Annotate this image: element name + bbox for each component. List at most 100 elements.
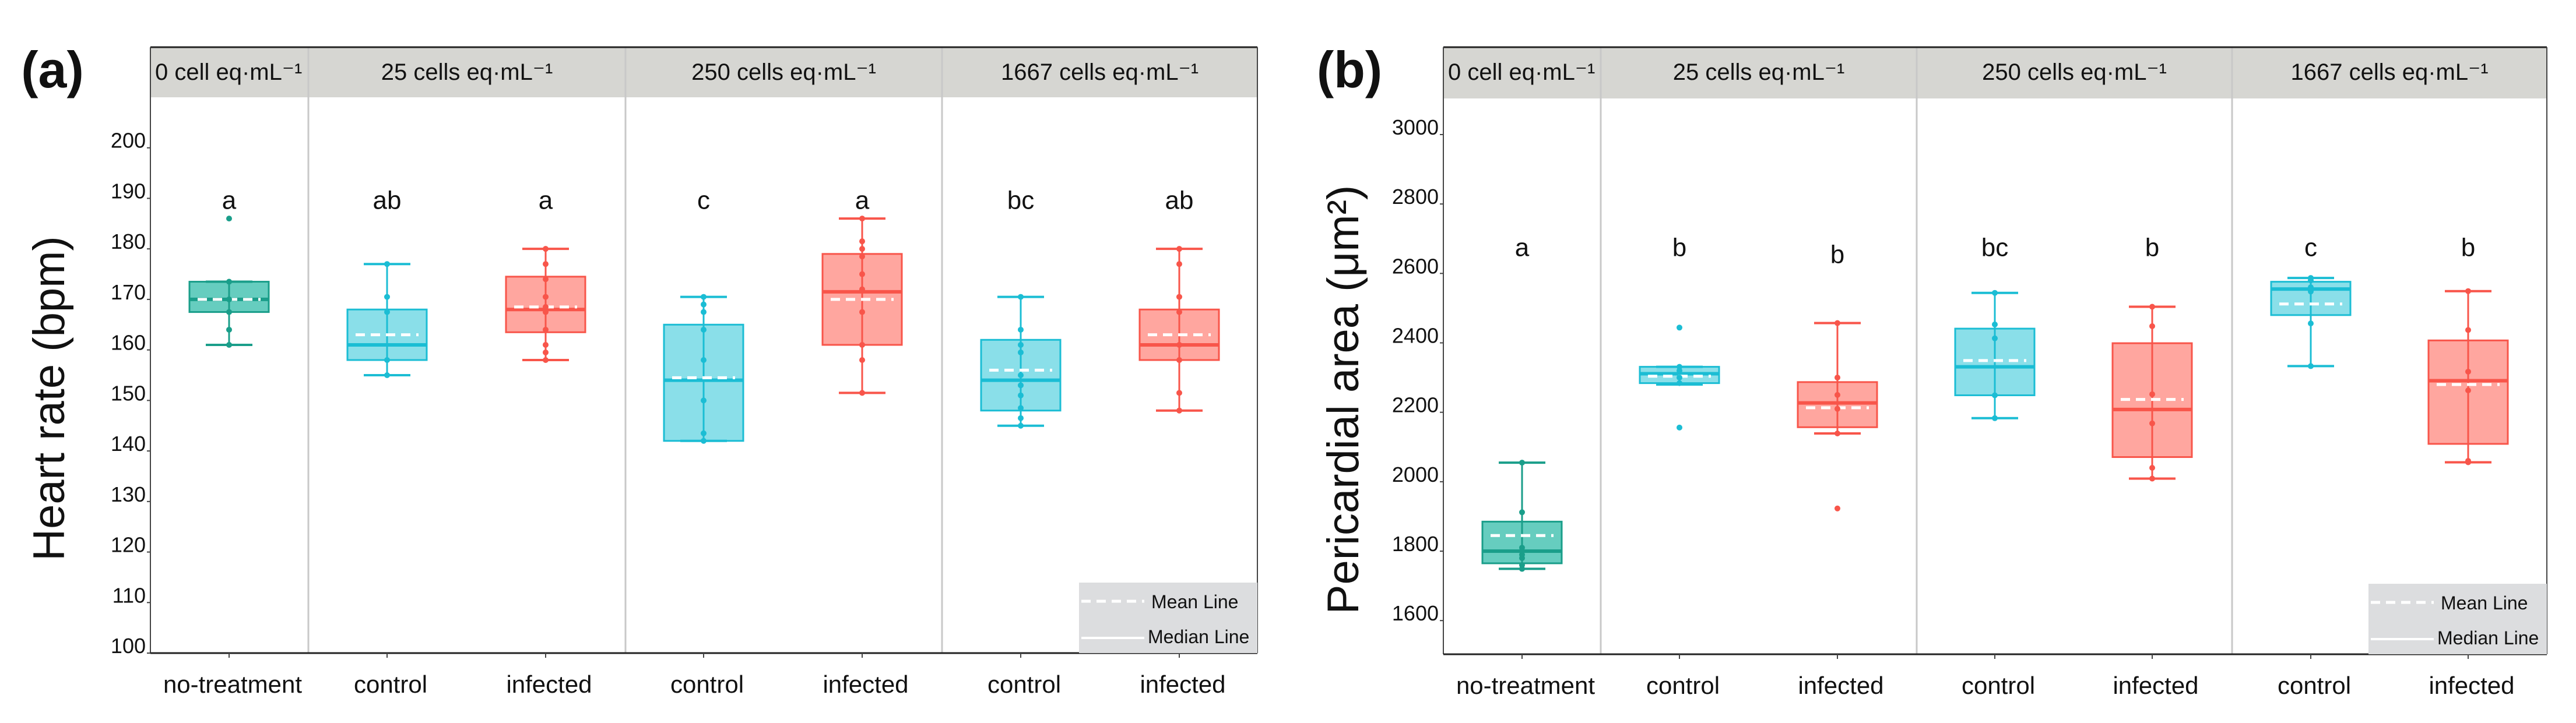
y-tick-label: 200 xyxy=(111,129,146,153)
data-point xyxy=(1677,380,1682,386)
data-point xyxy=(543,294,549,300)
data-point xyxy=(2308,277,2314,284)
significance-letter: a xyxy=(855,186,870,214)
data-point xyxy=(2465,327,2471,333)
data-point xyxy=(2308,288,2314,295)
x-tick-label: infected xyxy=(506,671,592,698)
data-point xyxy=(859,309,865,315)
data-point xyxy=(859,216,865,222)
box-infected-2: b infected xyxy=(1797,241,1884,699)
group-header-label: 250 cells eq·mL⁻¹ xyxy=(1982,59,2167,85)
data-point xyxy=(1176,390,1182,396)
data-point xyxy=(1018,405,1024,411)
data-point xyxy=(1519,566,1525,572)
data-point xyxy=(1018,341,1024,348)
data-point xyxy=(2465,459,2471,465)
data-point xyxy=(1519,509,1525,516)
group-header-label: 0 cell eq·mL⁻¹ xyxy=(155,59,302,85)
data-point xyxy=(701,357,707,363)
data-point xyxy=(859,271,865,277)
box-control-3: c control xyxy=(663,186,744,698)
box-infected-2: a infected xyxy=(505,186,592,698)
data-point xyxy=(1018,349,1024,355)
x-tick-label: infected xyxy=(1798,672,1883,699)
data-point xyxy=(2149,323,2155,329)
significance-letter: b xyxy=(1830,241,1844,269)
data-point xyxy=(701,438,707,444)
y-tick-label: 2000 xyxy=(1392,463,1439,486)
data-point xyxy=(226,309,232,315)
y-tick-label: 160 xyxy=(111,331,146,355)
significance-letter: b xyxy=(2145,234,2159,262)
data-point xyxy=(226,278,232,285)
group-header-label: 25 cells eq·mL⁻¹ xyxy=(1673,59,1845,85)
data-point xyxy=(2308,320,2314,327)
x-tick-label: no-treatment xyxy=(1456,672,1595,699)
significance-letter: bc xyxy=(1981,234,2008,262)
significance-letter: b xyxy=(1672,234,1686,262)
data-point xyxy=(1018,382,1024,389)
y-tick-label: 170 xyxy=(111,280,146,304)
data-point xyxy=(226,216,232,222)
y-tick-label: 2800 xyxy=(1392,185,1439,209)
x-tick-label: control xyxy=(2278,672,2351,699)
data-point xyxy=(859,286,865,292)
significance-letter: c xyxy=(697,186,710,214)
data-point xyxy=(1992,335,1998,341)
data-point xyxy=(543,326,549,333)
group-header-label: 25 cells eq·mL⁻¹ xyxy=(381,59,553,85)
data-point xyxy=(1176,357,1182,363)
data-point xyxy=(1519,460,1525,466)
x-tick-label: control xyxy=(1646,672,1720,699)
panel-a: (a) 0 cell eq·mL⁻¹ 25 cells eq·mL⁻¹ 250 cel… xyxy=(21,41,1258,698)
data-point xyxy=(1018,326,1024,333)
group-header-label: 1667 cells eq·mL⁻¹ xyxy=(2290,59,2488,85)
data-point xyxy=(859,238,865,245)
legend-mean-label: Mean Line xyxy=(1151,591,1238,612)
significance-letter: ab xyxy=(1165,186,1194,214)
data-point xyxy=(543,246,549,252)
x-tick-label: infected xyxy=(823,671,908,698)
data-point xyxy=(384,357,390,363)
data-point xyxy=(859,390,865,396)
data-point xyxy=(2149,420,2155,426)
y-axis-label: Heart rate (bpm) xyxy=(24,236,74,561)
data-point xyxy=(859,341,865,348)
data-point xyxy=(1176,261,1182,267)
data-point xyxy=(859,357,865,363)
legend-median-label: Median Line xyxy=(1148,626,1249,647)
legend-median-label: Median Line xyxy=(2437,627,2539,648)
x-tick-label: infected xyxy=(1140,671,1225,698)
x-tick-label: control xyxy=(354,671,427,698)
panel-label: (b) xyxy=(1317,41,1382,98)
box-infected-6: ab infected xyxy=(1138,186,1226,698)
data-point xyxy=(701,309,707,315)
legend-box xyxy=(2368,584,2547,654)
data-point xyxy=(543,276,549,283)
data-point xyxy=(2308,284,2314,291)
significance-letter: ab xyxy=(373,186,402,214)
data-point xyxy=(384,261,390,267)
data-point xyxy=(1176,294,1182,300)
x-tick-label: control xyxy=(987,671,1061,698)
data-point xyxy=(1176,407,1182,414)
y-tick-label: 120 xyxy=(111,533,146,557)
data-point xyxy=(2149,391,2155,397)
panel-label: (a) xyxy=(21,41,84,98)
data-point xyxy=(2149,304,2155,310)
data-point xyxy=(1992,290,1998,296)
data-point xyxy=(1992,392,1998,398)
significance-letter: b xyxy=(2461,234,2475,262)
data-point xyxy=(384,294,390,300)
significance-letter: a xyxy=(222,186,237,214)
data-point xyxy=(1835,392,1840,398)
data-point xyxy=(701,301,707,308)
data-point xyxy=(1992,415,1998,421)
data-point xyxy=(1176,246,1182,252)
data-point xyxy=(226,326,232,333)
box-control-1: b control xyxy=(1639,234,1720,699)
data-point xyxy=(1835,320,1840,326)
data-point xyxy=(226,296,232,302)
x-tick-label: control xyxy=(670,671,744,698)
